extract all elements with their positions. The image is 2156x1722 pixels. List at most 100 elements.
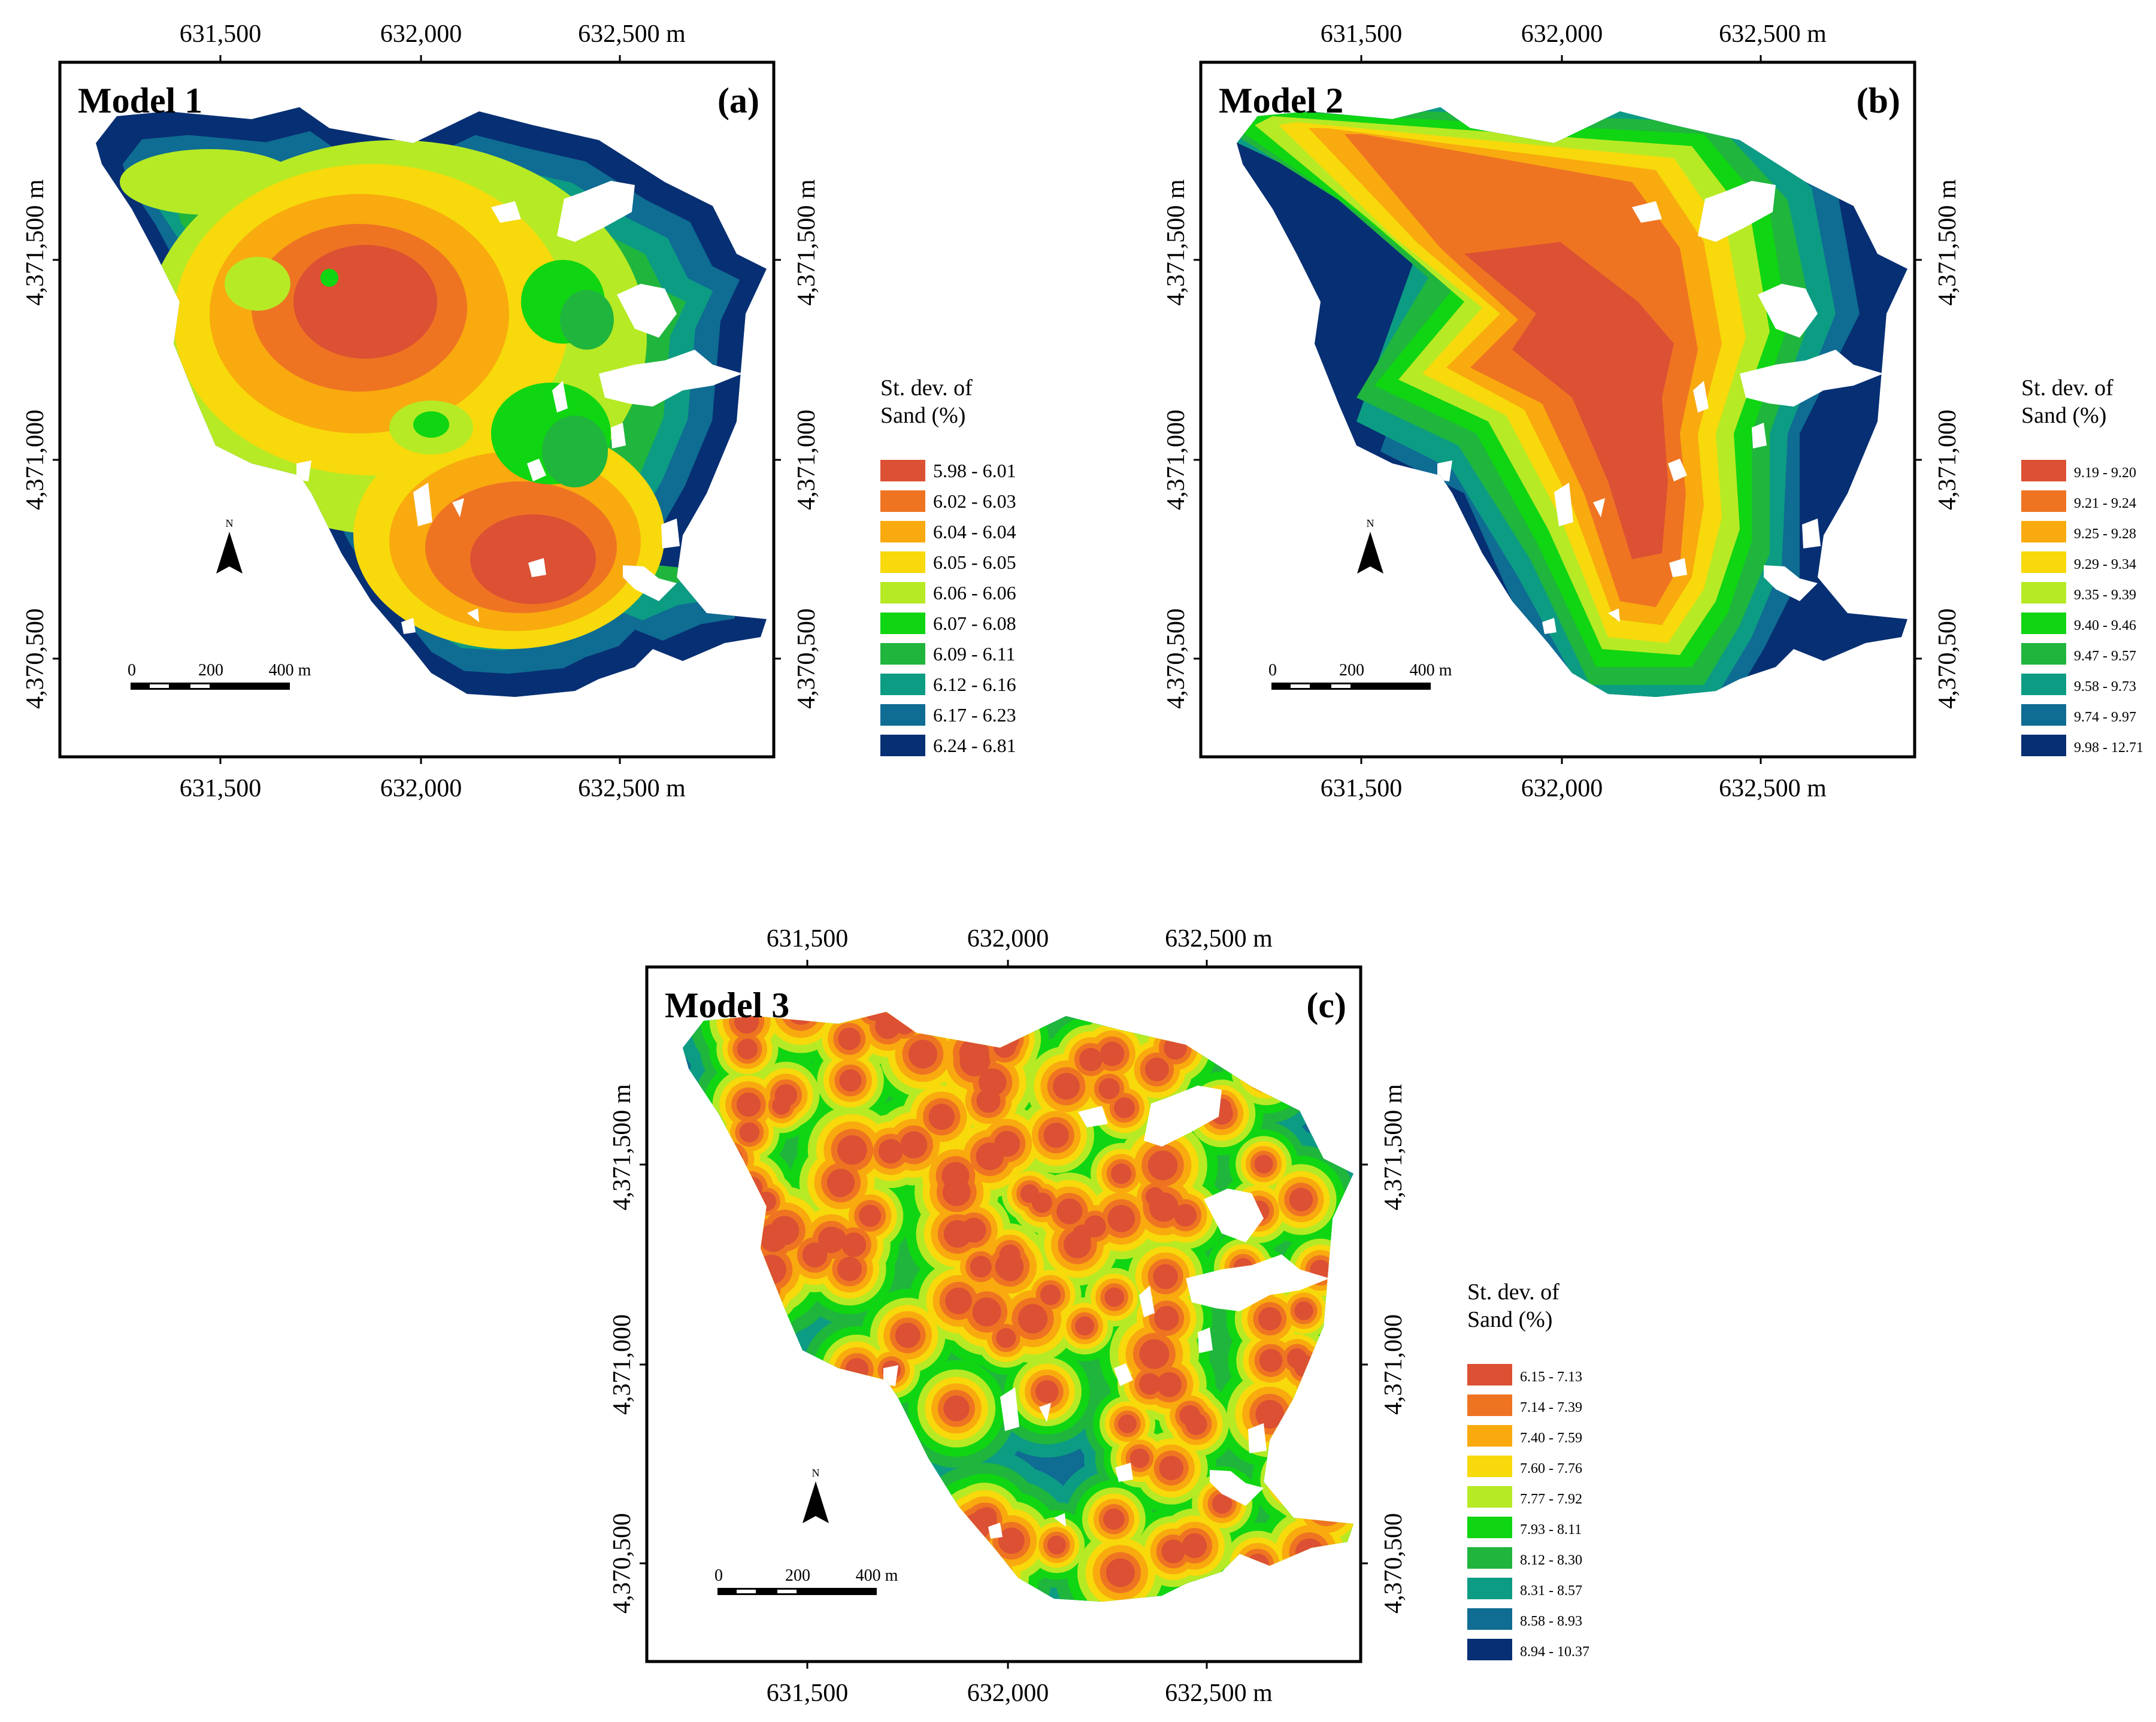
legend-swatch	[880, 674, 925, 695]
legend-swatch	[2021, 674, 2066, 695]
legend-class-label: 9.58 - 9.73	[2074, 679, 2136, 695]
legend-class-label: 7.77 - 7.92	[1520, 1491, 1582, 1507]
legend-swatch	[1467, 1456, 1512, 1477]
legend-class-label: 8.31 - 8.57	[1520, 1583, 1582, 1599]
legend-class-label: 9.29 - 9.34	[2074, 557, 2136, 572]
scale-label-0: 0	[128, 661, 136, 680]
northing-label-left: 4,371,500 m	[1162, 179, 1190, 306]
legend-swatch	[1467, 1578, 1512, 1599]
northing-label-right: 4,371,500 m	[1380, 1084, 1407, 1211]
easting-label-top: 631,500	[1321, 20, 1403, 48]
scale-bar: 0 200 400 m	[128, 661, 311, 690]
legend-title-line-1: St. dev. of	[2021, 375, 2113, 401]
northing-label-right: 4,370,500	[1934, 608, 1961, 709]
north-label: N	[226, 517, 234, 529]
legend-title-line-2: Sand (%)	[2021, 403, 2106, 428]
northing-label-left: 4,371,000	[1162, 410, 1190, 510]
panel-label: (b)	[1857, 81, 1900, 120]
legend-swatch	[2021, 460, 2066, 481]
legend-title-line-2: Sand (%)	[880, 403, 965, 428]
northing-label-right: 4,370,500	[1380, 1513, 1407, 1614]
north-label: N	[1367, 517, 1374, 529]
northing-ticks-right: 4,371,500 m 4,371,000 4,370,500	[774, 179, 820, 709]
northing-ticks-right: 4,371,500 m 4,371,000 4,370,500	[1361, 1084, 1407, 1614]
legend-swatch	[880, 460, 925, 481]
northing-label-right: 4,371,500 m	[1934, 179, 1961, 306]
northing-label-left: 4,371,500 m	[22, 179, 49, 306]
legend-class-label: 6.17 - 6.23	[933, 704, 1016, 726]
map-surface	[1237, 107, 1907, 697]
legend-swatch	[2021, 704, 2066, 726]
legend-swatch	[880, 582, 925, 604]
legend-swatch	[1467, 1425, 1512, 1447]
easting-label-bottom: 632,500 m	[578, 775, 686, 802]
easting-ticks-top: 631,500 632,000 632,500 m	[180, 20, 686, 62]
legend-swatch	[880, 613, 925, 634]
easting-ticks-bottom: 631,500 632,000 632,500 m	[767, 1662, 1273, 1707]
easting-ticks-top: 631,500 632,000 632,500 m	[767, 925, 1273, 967]
legend-class-label: 8.58 - 8.93	[1520, 1614, 1582, 1629]
legend-swatch	[1467, 1364, 1512, 1386]
legend-class-label: 9.19 - 9.20	[2074, 465, 2136, 481]
legend-class-label: 9.35 - 9.39	[2074, 587, 2136, 603]
legend-swatch	[1467, 1547, 1512, 1569]
northing-label-right: 4,371,000	[1380, 1314, 1407, 1415]
northing-ticks-left: 4,371,500 m 4,371,000 4,370,500	[608, 1084, 647, 1614]
northing-label-right: 4,370,500	[793, 608, 820, 709]
easting-label-top: 632,500 m	[578, 20, 686, 48]
legend-class-label: 9.47 - 9.57	[2074, 648, 2136, 664]
northing-label-right: 4,371,000	[1934, 410, 1961, 510]
northing-label-left: 4,370,500	[22, 608, 49, 709]
legend-swatch	[880, 551, 925, 573]
panel-c: N 0 200 400 m Model 3 (c) 631,500 632,00…	[608, 925, 1589, 1707]
northing-ticks-left: 4,371,500 m 4,371,000 4,370,500	[22, 179, 60, 709]
scale-label-0: 0	[1268, 661, 1277, 680]
northing-ticks-right: 4,371,500 m 4,371,000 4,370,500	[1915, 179, 1961, 709]
panel-title: Model 2	[1219, 81, 1343, 120]
easting-label-top: 632,000	[380, 20, 462, 48]
panel-label: (a)	[717, 81, 759, 120]
north-arrow: N	[1357, 517, 1383, 574]
easting-label-bottom: 632,000	[1521, 775, 1603, 802]
scale-label-0: 0	[714, 1566, 723, 1585]
legend-class-label: 7.93 - 8.11	[1520, 1522, 1582, 1538]
legend-class-label: 9.21 - 9.24	[2074, 496, 2136, 511]
scale-label-200: 200	[1339, 661, 1364, 680]
legend-class-label: 7.60 - 7.76	[1520, 1461, 1582, 1477]
easting-label-top: 632,500 m	[1165, 925, 1273, 953]
legend-swatch	[2021, 643, 2066, 665]
legend: St. dev. of Sand (%) 9.19 - 9.20 9.21 - 9…	[2021, 375, 2143, 756]
legend-class-label: 9.74 - 9.97	[2074, 710, 2136, 725]
legend-class-label: 6.15 - 7.13	[1520, 1369, 1582, 1385]
northing-ticks-left: 4,371,500 m 4,371,000 4,370,500	[1162, 179, 1201, 709]
scale-bar: 0 200 400 m	[1268, 661, 1452, 690]
north-label: N	[812, 1467, 820, 1479]
easting-label-top: 632,000	[1521, 20, 1603, 48]
north-arrow: N	[216, 517, 243, 574]
legend-swatch	[2021, 582, 2066, 604]
legend-class-label: 8.94 - 10.37	[1520, 1644, 1589, 1660]
legend-swatch	[880, 521, 925, 542]
legend: St. dev. of Sand (%) 6.15 - 7.13 7.14 - 7…	[1467, 1280, 1589, 1660]
scale-label-400: 400 m	[269, 661, 311, 680]
panel-title: Model 3	[665, 986, 789, 1025]
easting-label-bottom: 632,500 m	[1165, 1679, 1273, 1707]
legend-swatch	[1467, 1394, 1512, 1416]
legend-swatch	[880, 643, 925, 665]
legend-title-line-1: St. dev. of	[880, 375, 973, 401]
legend-swatch	[2021, 551, 2066, 573]
easting-label-top: 631,500	[767, 925, 849, 953]
legend-swatch	[1467, 1639, 1512, 1660]
legend-class-label: 7.40 - 7.59	[1520, 1430, 1582, 1446]
panel-a: N 0 200 400 m Model 1 (a) 631,500 632,00…	[22, 20, 1016, 802]
legend-class-label: 6.09 - 6.11	[933, 643, 1015, 665]
legend-swatch	[1467, 1486, 1512, 1508]
panel-title: Model 1	[78, 81, 202, 120]
legend-class-label: 6.12 - 6.16	[933, 674, 1016, 695]
easting-label-bottom: 631,500	[180, 775, 262, 802]
legend-class-label: 7.14 - 7.39	[1520, 1400, 1582, 1415]
legend-swatch	[2021, 735, 2066, 756]
legend-class-label: 6.06 - 6.06	[933, 582, 1016, 604]
legend-class-label: 9.25 - 9.28	[2074, 526, 2136, 542]
